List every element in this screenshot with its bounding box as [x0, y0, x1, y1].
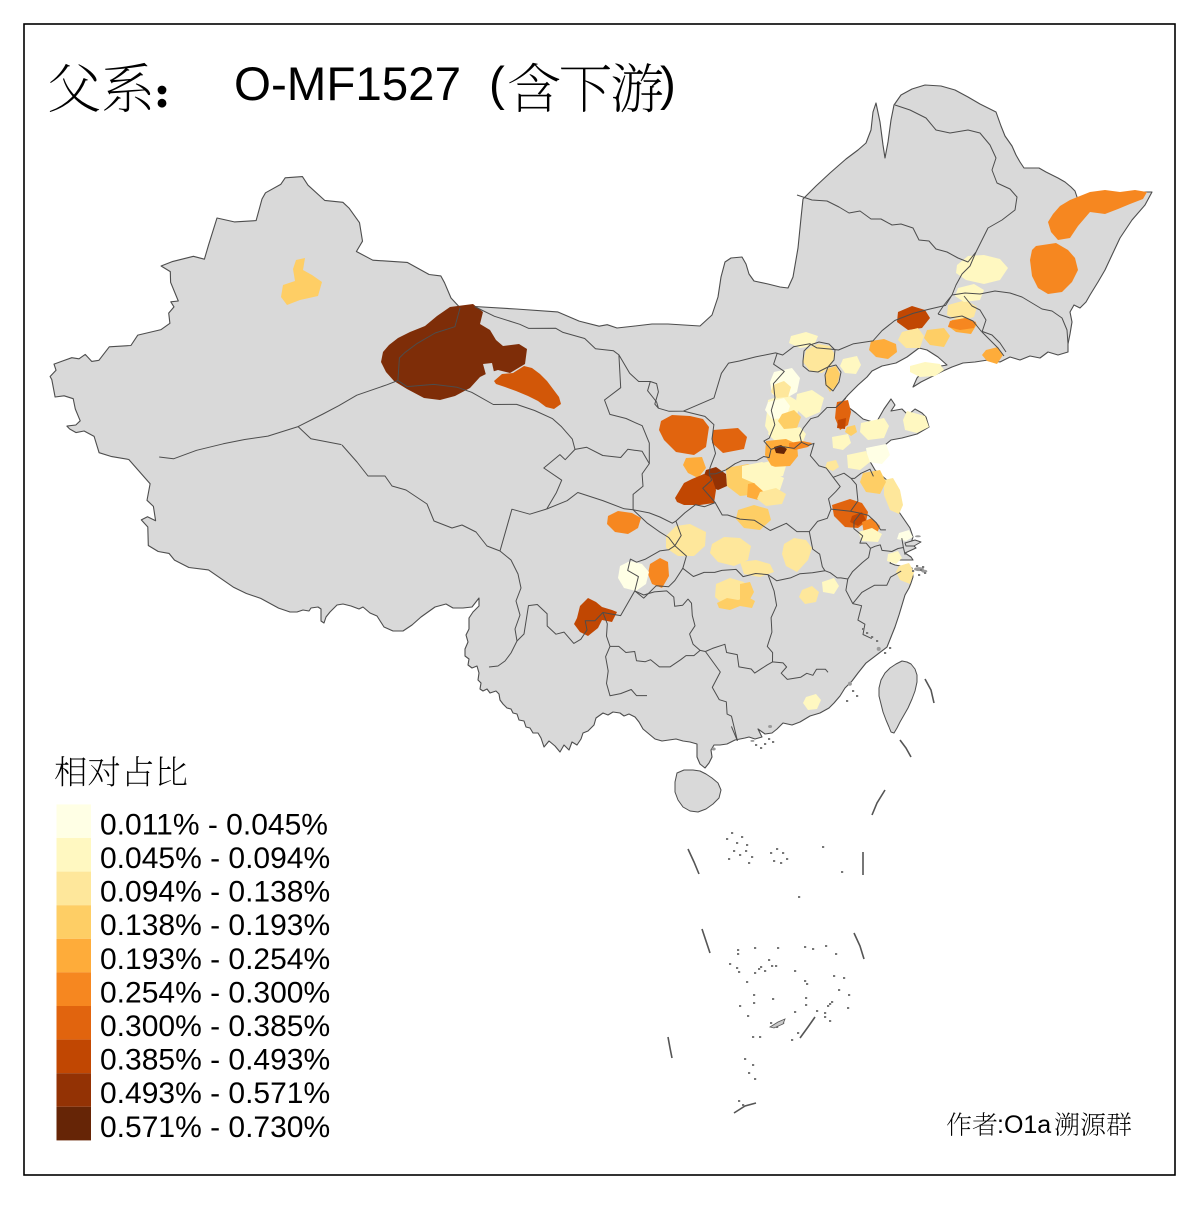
- svg-text:0.138% - 0.193%: 0.138% - 0.193%: [100, 909, 330, 942]
- svg-text:0.300% - 0.385%: 0.300% - 0.385%: [100, 1010, 330, 1043]
- svg-text:O-MF1527: O-MF1527: [234, 58, 461, 111]
- svg-text:): ): [660, 58, 676, 111]
- svg-text:0.493% - 0.571%: 0.493% - 0.571%: [100, 1077, 330, 1110]
- svg-text:0.193% - 0.254%: 0.193% - 0.254%: [100, 943, 330, 976]
- svg-text::O1a: :O1a: [997, 1111, 1051, 1139]
- svg-text:0.045% - 0.094%: 0.045% - 0.094%: [100, 842, 330, 875]
- svg-text:0.094% - 0.138%: 0.094% - 0.138%: [100, 876, 330, 909]
- svg-text:0.011% - 0.045%: 0.011% - 0.045%: [100, 808, 328, 841]
- svg-text:0.254% - 0.300%: 0.254% - 0.300%: [100, 976, 330, 1009]
- svg-text:0.385% - 0.493%: 0.385% - 0.493%: [100, 1044, 330, 1077]
- svg-text:(: (: [489, 58, 505, 111]
- svg-text:0.571% - 0.730%: 0.571% - 0.730%: [100, 1111, 330, 1144]
